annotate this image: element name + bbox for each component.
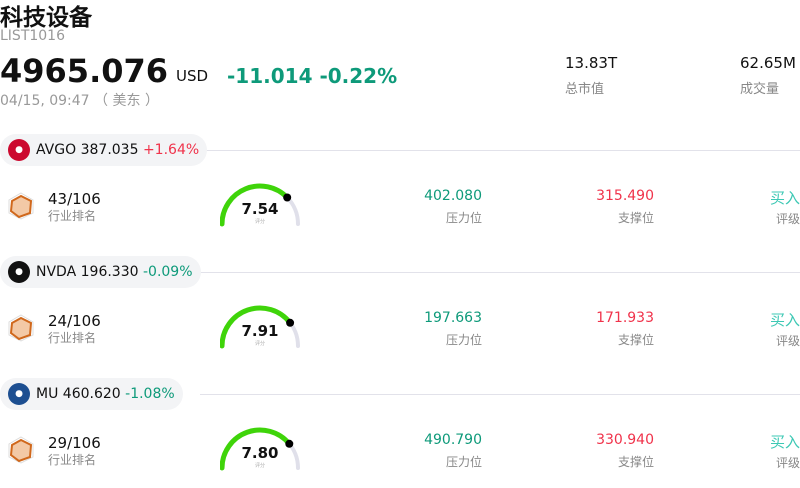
score-label: 评分 — [254, 219, 265, 225]
rating-value: 买入 — [769, 433, 800, 451]
divider — [200, 150, 800, 151]
ticker: NVDA — [36, 264, 77, 280]
stock-change: -1.08% — [125, 386, 175, 402]
industry-rank-label: 行业排名 — [48, 453, 97, 467]
rating-value: 买入 — [769, 311, 800, 329]
nvda-logo-icon: ● — [8, 261, 30, 283]
gauge-marker — [286, 318, 295, 327]
gauge-fill — [220, 183, 290, 227]
ticker: AVGO — [36, 142, 77, 158]
support-label: 支撑位 — [617, 211, 654, 225]
stock-price: 460.620 — [62, 386, 121, 402]
stock-price: 387.035 — [80, 142, 139, 158]
change-percent: -0.22% — [319, 64, 398, 88]
stock-pill-mu[interactable]: ● MU 460.620 -1.08% — [0, 378, 183, 410]
rating-label: 评级 — [775, 212, 800, 226]
stock-change: -0.09% — [142, 264, 193, 280]
stock-pill-avgo[interactable]: ● AVGO 387.035 +1.64% — [0, 134, 208, 166]
radar-icon — [8, 436, 34, 464]
market-cap-label: 总市值 — [565, 82, 605, 97]
timestamp: 04/15, 09:47 （ 美东 ） — [0, 93, 159, 109]
mu-logo-icon: ● — [8, 383, 30, 405]
resistance-label: 压力位 — [445, 333, 482, 347]
volume-value: 62.65M — [740, 54, 796, 72]
ticker: MU — [36, 386, 59, 402]
stock-price: 196.330 — [80, 264, 139, 280]
stock-change: +1.64% — [142, 142, 200, 158]
index-price: 4965.076 — [0, 52, 169, 90]
rating-label: 评级 — [775, 334, 800, 348]
score-label: 评分 — [254, 341, 265, 347]
score-value: 7.80 — [241, 444, 279, 462]
stock-pill-nvda[interactable]: ● NVDA 196.330 -0.09% — [0, 256, 201, 288]
industry-rank: 24/106 — [48, 312, 101, 330]
resistance-value: 490.790 — [424, 432, 482, 448]
support-label: 支撑位 — [617, 455, 654, 469]
industry-rank: 43/106 — [48, 190, 101, 208]
support-value: 171.933 — [596, 310, 654, 326]
radar-icon — [8, 314, 34, 342]
currency: USD — [176, 67, 209, 85]
index-code: LIST1016 — [0, 28, 65, 44]
volume-label: 成交量 — [740, 82, 780, 97]
support-value: 315.490 — [596, 188, 654, 204]
rating-label: 评级 — [775, 456, 800, 470]
support-value: 330.940 — [596, 432, 654, 448]
gauge-fill — [220, 427, 292, 471]
index-change: -11.014 -0.22% — [227, 64, 397, 88]
gauge-marker — [285, 439, 294, 448]
gauge-fill — [220, 305, 293, 349]
rating-value: 买入 — [769, 189, 800, 207]
score-value: 7.91 — [241, 322, 279, 340]
divider — [200, 394, 800, 395]
change-value: -11.014 — [227, 64, 313, 88]
score-label: 评分 — [254, 463, 265, 469]
market-cap-value: 13.83T — [565, 54, 618, 72]
resistance-label: 压力位 — [445, 455, 482, 469]
resistance-value: 197.663 — [424, 310, 482, 326]
gauge-marker — [283, 193, 292, 202]
score-gauge — [220, 305, 300, 349]
industry-rank-label: 行业排名 — [48, 209, 97, 223]
industry-rank: 29/106 — [48, 434, 101, 452]
support-label: 支撑位 — [617, 333, 654, 347]
industry-rank-label: 行业排名 — [48, 331, 97, 345]
resistance-value: 402.080 — [424, 188, 482, 204]
score-value: 7.54 — [241, 200, 279, 218]
score-gauge — [220, 427, 300, 471]
score-gauge — [220, 183, 300, 227]
avgo-logo-icon: ● — [8, 139, 30, 161]
divider — [200, 272, 800, 273]
resistance-label: 压力位 — [445, 211, 482, 225]
radar-icon — [8, 192, 34, 220]
page-title: 科技设备 — [0, 5, 92, 31]
